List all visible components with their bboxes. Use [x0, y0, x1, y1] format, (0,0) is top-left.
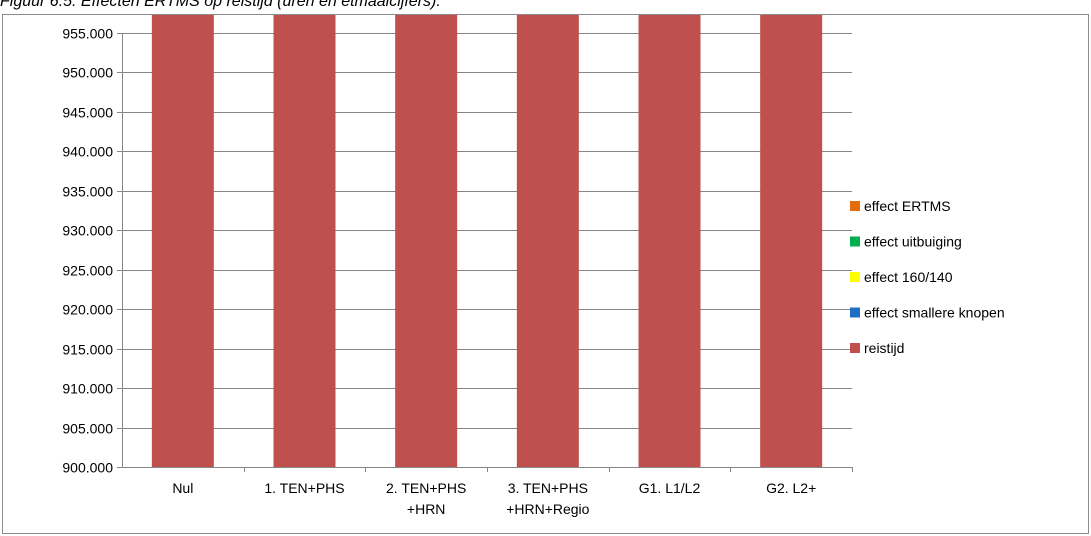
legend-label: effect 160/140 — [864, 269, 953, 285]
legend-label: effect uitbuiging — [864, 234, 962, 250]
x-tick-label: 1. TEN+PHS — [264, 480, 344, 496]
legend-swatch — [850, 307, 860, 318]
stacked-bar-chart: 900.000 905.000 910.000 915.000 920.000 925.0… — [62, 15, 1005, 517]
axes: 900.000 905.000 910.000 915.000 920.000 925.0… — [62, 26, 853, 517]
x-tick-label: G2. L2+ — [766, 480, 816, 496]
legend-swatch — [850, 201, 860, 211]
x-tick-label: 3. TEN+PHS — [508, 480, 588, 496]
y-tick-label: 935.000 — [62, 184, 113, 200]
y-tick-label: 925.000 — [62, 263, 113, 279]
bar-segment-reistijd — [516, 15, 579, 467]
bar-segment-reistijd — [395, 15, 458, 467]
x-tick-label: Nul — [172, 480, 193, 496]
figure-caption: Figuur 6.5. Effecten ERTMS op reistijd (… — [0, 0, 441, 10]
legend-label: effect ERTMS — [864, 198, 951, 214]
gridlines — [122, 33, 852, 429]
x-tick-label: +HRN+Regio — [506, 501, 589, 517]
y-tick-label: 920.000 — [62, 302, 113, 318]
y-tick-label: 940.000 — [62, 144, 113, 160]
bar-segment-reistijd — [760, 15, 823, 467]
y-tick-label: 905.000 — [62, 421, 113, 437]
bar-segment-reistijd — [273, 15, 336, 467]
legend-label: reistijd — [864, 340, 904, 356]
x-tick-label: +HRN — [407, 501, 446, 517]
bar-segment-reistijd — [638, 15, 701, 467]
y-tick-label: 930.000 — [62, 223, 113, 239]
y-tick-label: 955.000 — [62, 26, 113, 42]
legend-swatch — [850, 272, 860, 282]
y-tick-label: 900.000 — [62, 460, 113, 476]
bars — [151, 15, 823, 467]
y-tick-label: 910.000 — [62, 381, 113, 397]
y-tick-label: 945.000 — [62, 105, 113, 121]
x-tick-label: G1. L1/L2 — [639, 480, 701, 496]
chart-frame: 900.000 905.000 910.000 915.000 920.000 925.0… — [2, 14, 1089, 534]
y-tick-label: 950.000 — [62, 65, 113, 81]
legend-swatch — [850, 236, 860, 247]
x-tick-label: 2. TEN+PHS — [386, 480, 466, 496]
legend-label: effect smallere knopen — [864, 305, 1005, 321]
legend-swatch — [850, 343, 860, 353]
legend: effect ERTMS effect uitbuiging effect 160/… — [850, 198, 1005, 356]
y-tick-label: 915.000 — [62, 342, 113, 358]
bar-segment-reistijd — [151, 15, 214, 467]
